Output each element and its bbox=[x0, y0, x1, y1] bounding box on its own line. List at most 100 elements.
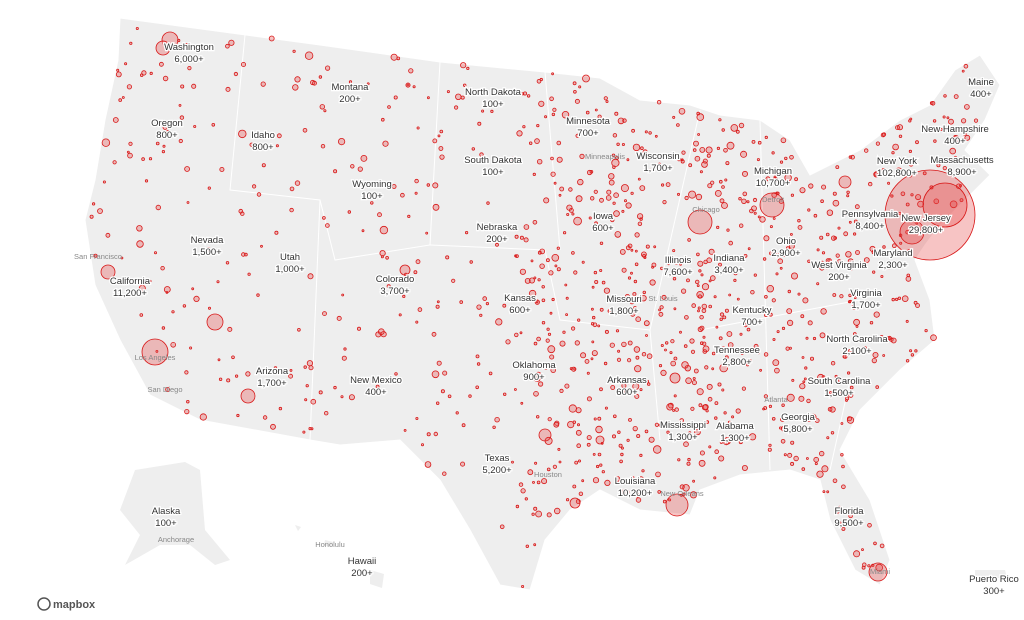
bubble bbox=[535, 300, 539, 304]
bubble bbox=[897, 172, 902, 177]
bubble bbox=[475, 90, 479, 93]
bubble bbox=[816, 248, 820, 252]
state-name: Louisiana bbox=[615, 476, 656, 487]
bubble bbox=[898, 134, 903, 138]
bubble bbox=[533, 390, 539, 397]
bubble bbox=[89, 214, 94, 219]
bubble bbox=[717, 382, 722, 387]
bubble bbox=[341, 355, 347, 361]
bubble bbox=[953, 94, 959, 99]
bubble bbox=[393, 95, 398, 100]
bubble bbox=[552, 107, 557, 112]
bubble bbox=[588, 216, 592, 220]
bubble bbox=[670, 360, 676, 367]
bubble bbox=[658, 311, 664, 317]
state-cases: 400+ bbox=[365, 387, 387, 398]
bubble bbox=[838, 175, 852, 189]
bubble bbox=[537, 250, 542, 255]
bubble bbox=[461, 423, 466, 428]
bubble bbox=[908, 119, 912, 123]
state-cases: 3,400+ bbox=[714, 265, 744, 276]
bubble bbox=[375, 384, 380, 389]
bubble bbox=[347, 210, 351, 214]
bubble bbox=[936, 163, 941, 168]
bubble bbox=[180, 84, 185, 89]
bubble bbox=[510, 156, 516, 163]
state-name: North Carolina bbox=[826, 334, 888, 345]
bubble bbox=[666, 403, 674, 411]
bubble bbox=[678, 108, 686, 115]
bubble bbox=[601, 470, 605, 474]
bubble bbox=[554, 264, 558, 268]
bubble bbox=[905, 359, 910, 363]
bubble bbox=[638, 476, 644, 482]
state-name: Minnesota bbox=[566, 116, 611, 127]
bubble bbox=[881, 132, 887, 137]
bubble bbox=[648, 168, 652, 172]
bubble bbox=[534, 461, 538, 465]
bubble bbox=[572, 484, 577, 489]
bubble bbox=[746, 200, 750, 204]
bubble bbox=[662, 499, 667, 504]
bubble bbox=[684, 315, 689, 320]
bubble bbox=[139, 73, 144, 77]
bubble bbox=[804, 366, 808, 370]
bubble bbox=[699, 146, 706, 153]
bubble bbox=[877, 252, 882, 257]
bubble bbox=[791, 378, 795, 382]
bubble bbox=[682, 492, 686, 496]
hawaii bbox=[295, 525, 384, 588]
bubble bbox=[193, 125, 197, 129]
bubble bbox=[660, 343, 664, 347]
bubble bbox=[881, 168, 886, 172]
bubble bbox=[546, 327, 550, 331]
bubble bbox=[801, 356, 805, 359]
bubble bbox=[394, 372, 398, 376]
bubble bbox=[620, 452, 624, 457]
bubble bbox=[568, 187, 573, 192]
bubble bbox=[696, 388, 704, 396]
bubble bbox=[559, 340, 566, 347]
bubble bbox=[784, 156, 788, 161]
bubble bbox=[768, 404, 773, 408]
bubble bbox=[553, 421, 560, 428]
bubble bbox=[591, 340, 595, 344]
bubble bbox=[102, 180, 106, 184]
bubble bbox=[415, 416, 419, 420]
bubble bbox=[683, 441, 689, 448]
bubble bbox=[714, 416, 718, 420]
state-name: Missouri bbox=[606, 294, 641, 305]
bubble bbox=[238, 129, 247, 139]
bubble bbox=[753, 343, 759, 349]
bubble bbox=[814, 418, 820, 424]
bubble bbox=[424, 461, 432, 468]
bubble bbox=[748, 359, 752, 363]
bubble bbox=[707, 396, 713, 402]
bubble bbox=[714, 449, 719, 455]
bubble bbox=[764, 135, 768, 139]
state-cases: 3,700+ bbox=[380, 286, 410, 297]
bubble bbox=[612, 165, 616, 169]
bubble bbox=[853, 550, 861, 558]
bubble bbox=[699, 450, 705, 456]
bubble bbox=[843, 231, 849, 237]
bubble bbox=[469, 260, 473, 264]
bubble bbox=[495, 242, 499, 247]
bubble bbox=[438, 146, 444, 151]
bubble bbox=[915, 140, 919, 145]
bubble bbox=[599, 463, 603, 467]
bubble bbox=[701, 308, 707, 314]
bubble bbox=[539, 263, 545, 269]
bubble bbox=[634, 365, 642, 373]
bubble bbox=[322, 216, 326, 220]
bubble bbox=[679, 418, 684, 423]
bubble bbox=[731, 415, 735, 419]
bubble bbox=[126, 150, 130, 154]
bubble bbox=[846, 194, 850, 198]
bubble bbox=[340, 395, 344, 399]
bubble bbox=[228, 39, 235, 46]
bubble bbox=[535, 371, 542, 379]
bubble bbox=[922, 171, 927, 176]
bubble bbox=[693, 140, 699, 147]
bubble bbox=[621, 209, 625, 213]
